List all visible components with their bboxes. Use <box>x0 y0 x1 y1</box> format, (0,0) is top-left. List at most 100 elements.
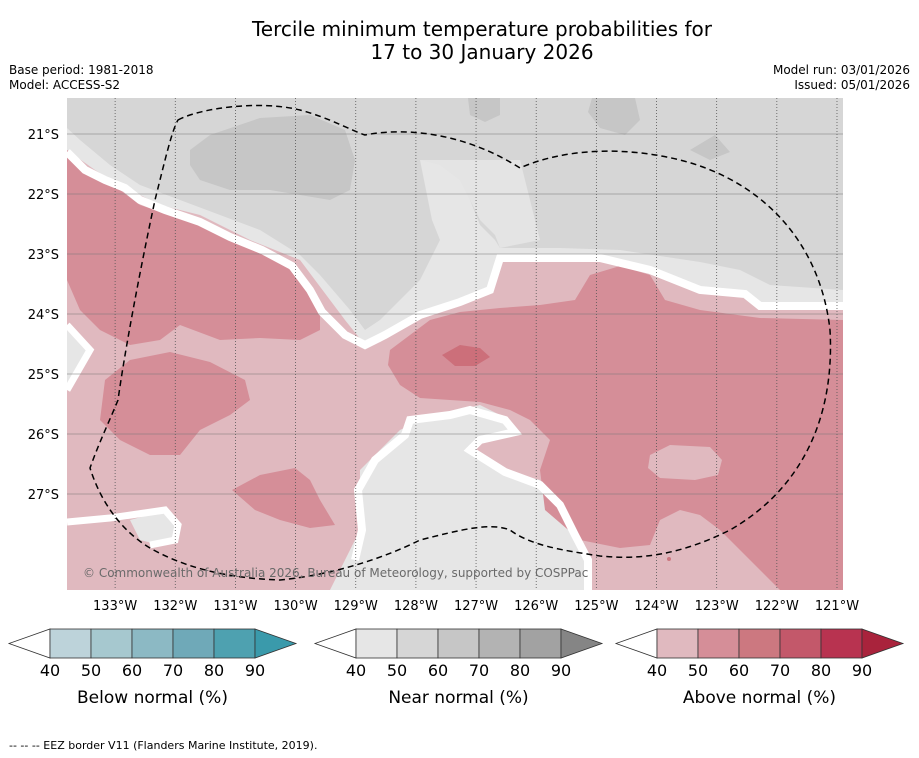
colorbar-tick-label: 60 <box>428 661 448 680</box>
x-tick-label: 133°W <box>93 599 137 614</box>
x-tick-label: 132°W <box>153 599 197 614</box>
white-gap-north-1 <box>67 149 843 350</box>
colorbar-tick-label: 70 <box>770 661 790 680</box>
colorbar-tick-label: 40 <box>647 661 667 680</box>
x-tick-label: 128°W <box>394 599 438 614</box>
meta-right: Model run: 03/01/2026 Issued: 05/01/2026 <box>773 63 910 93</box>
colorbar-label: Below normal (%) <box>77 688 228 708</box>
field-near-60-blob <box>190 115 355 200</box>
x-tick-label: 123°W <box>695 599 739 614</box>
colorbar: 40 50 60 70 80 90 Near normal (%) <box>313 628 604 708</box>
field-near-40-westedge <box>67 330 90 385</box>
field-above-50-west2 <box>100 352 250 455</box>
field-near-40-south <box>330 405 585 590</box>
colorbar-tick-label: 80 <box>811 661 831 680</box>
x-tick-label: 130°W <box>274 599 318 614</box>
colorbar-over-extend <box>254 628 298 659</box>
colorbar-tick-label: 90 <box>551 661 571 680</box>
eez-legend-note: -- -- -- EEZ border V11 (Flanders Marine… <box>9 739 318 752</box>
gridlines <box>67 98 843 590</box>
colorbar-tick-label: 40 <box>40 661 60 680</box>
x-tick-label: 129°W <box>334 599 378 614</box>
colorbar-segment <box>131 628 174 659</box>
eez-border <box>89 104 832 581</box>
colorbar-tick-label: 40 <box>346 661 366 680</box>
colorbar-tick-label: 60 <box>729 661 749 680</box>
y-tick-label: 27°S <box>28 488 59 503</box>
colorbar-tick-label: 50 <box>688 661 708 680</box>
x-tick-label: 127°W <box>454 599 498 614</box>
field-above-50-sw <box>232 468 335 528</box>
x-axis-labels: 133°W 132°W 131°W 130°W 129°W 128°W 127°W 126°W… <box>93 599 859 614</box>
colorbar-segment <box>697 628 740 659</box>
field-near-40-southwest <box>130 512 178 545</box>
title-line-2: 17 to 30 January 2026 <box>370 40 594 64</box>
x-tick-label: 121°W <box>815 599 859 614</box>
x-tick-label: 122°W <box>755 599 799 614</box>
chart-title: Tercile minimum temperature probabilitie… <box>0 18 919 64</box>
field-spot <box>667 557 671 561</box>
colorbar-tick-label: 90 <box>245 661 265 680</box>
y-axis-labels: 21°S 22°S 23°S 24°S 25°S 26°S 27°S <box>28 128 59 503</box>
colorbar-tick-label: 90 <box>852 661 872 680</box>
y-tick-label: 24°S <box>28 308 59 323</box>
y-tick-label: 22°S <box>28 188 59 203</box>
field-above-50-east <box>388 266 843 590</box>
x-tick-label: 131°W <box>213 599 257 614</box>
colorbar-over-extend <box>861 628 905 659</box>
field-near-60-top2 <box>588 98 640 135</box>
field-above-50-west <box>67 150 320 345</box>
colorbar-segment <box>478 628 521 659</box>
colorbars: 40 50 60 70 80 90 Below normal (%) 40 50 60 70 80 90… <box>7 628 905 708</box>
colorbar-tick-label: 60 <box>122 661 142 680</box>
x-tick-label: 126°W <box>514 599 558 614</box>
field-near-40-inner <box>420 160 540 248</box>
meta-left: Base period: 1981-2018 Model: ACCESS-S2 <box>9 63 154 93</box>
colorbar-tick-label: 50 <box>387 661 407 680</box>
colorbar-tick-label: 80 <box>510 661 530 680</box>
colorbar-segment <box>172 628 215 659</box>
colorbar-segment <box>738 628 781 659</box>
field-above-40-east-hole <box>648 445 722 480</box>
colorbar-under-extend <box>7 628 51 659</box>
colorbar-segment <box>49 628 92 659</box>
colorbar-label: Near normal (%) <box>388 688 528 708</box>
probability-field <box>67 98 843 590</box>
colorbar-under-extend <box>313 628 357 659</box>
x-tick-label: 125°W <box>574 599 618 614</box>
issued-date: Issued: 05/01/2026 <box>794 78 910 92</box>
colorbar-segment <box>437 628 480 659</box>
colorbar-segment <box>519 628 562 659</box>
y-tick-label: 21°S <box>28 128 59 143</box>
base-period: Base period: 1981-2018 <box>9 63 154 77</box>
colorbar-under-extend <box>614 628 658 659</box>
colorbar-tick-label: 70 <box>163 661 183 680</box>
y-tick-label: 25°S <box>28 368 59 383</box>
field-above-60-spot <box>442 345 490 366</box>
field-near-60-small <box>690 135 730 160</box>
colorbar: 40 50 60 70 80 90 Below normal (%) <box>7 628 298 708</box>
colorbar-segment <box>779 628 822 659</box>
colorbar-segment <box>820 628 863 659</box>
colorbar-segment <box>355 628 398 659</box>
white-gap-south <box>351 405 592 590</box>
y-tick-label: 23°S <box>28 248 59 263</box>
colorbar-tick-label: 50 <box>81 661 101 680</box>
credit-text: © Commonwealth of Australia 2026, Bureau… <box>83 566 588 580</box>
white-gap-sw <box>67 506 182 549</box>
model-run: Model run: 03/01/2026 <box>772 63 910 77</box>
colorbar-label: Above normal (%) <box>683 688 836 708</box>
title-line-1: Tercile minimum temperature probabilitie… <box>251 17 713 41</box>
colorbar-tick-label: 80 <box>204 661 224 680</box>
colorbar: 40 50 60 70 80 90 Above normal (%) <box>614 628 905 708</box>
model-name: Model: ACCESS-S2 <box>9 78 121 92</box>
y-tick-label: 26°S <box>28 428 59 443</box>
colorbar-segment <box>396 628 439 659</box>
colorbar-segment <box>90 628 133 659</box>
colorbar-segment <box>213 628 256 659</box>
colorbar-segment <box>656 628 699 659</box>
colorbar-tick-label: 70 <box>469 661 489 680</box>
white-gap-west <box>67 322 95 392</box>
x-tick-label: 124°W <box>634 599 678 614</box>
